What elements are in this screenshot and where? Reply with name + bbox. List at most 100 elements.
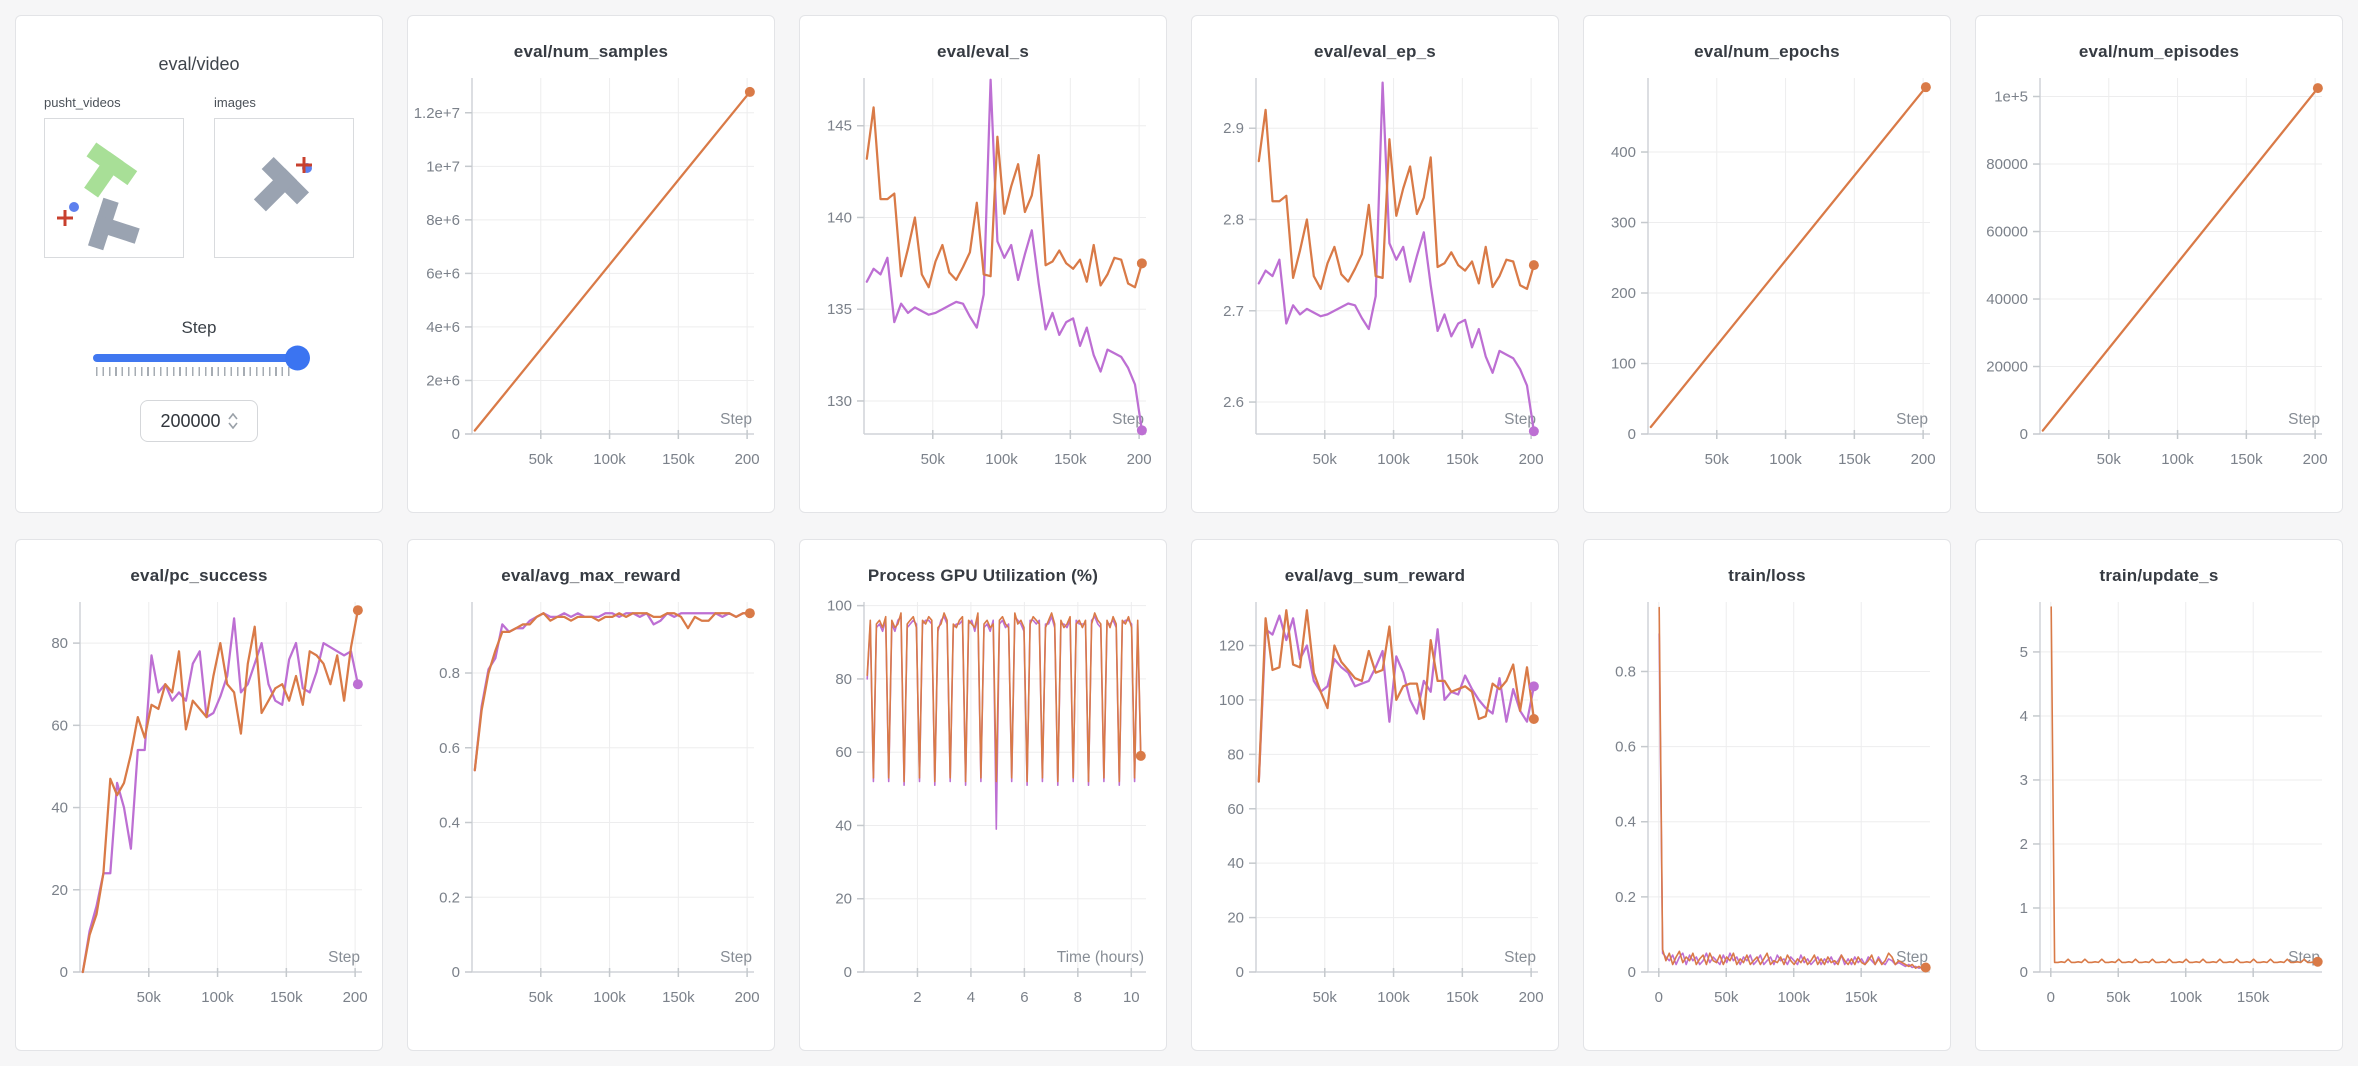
svg-text:40: 40 <box>1227 855 1244 872</box>
svg-text:100k: 100k <box>593 451 626 468</box>
stepper-up-icon[interactable] <box>227 413 238 420</box>
step-slider[interactable] <box>93 345 310 376</box>
svg-text:150k: 150k <box>270 989 303 1006</box>
svg-text:100: 100 <box>1611 356 1636 373</box>
svg-text:100k: 100k <box>2169 989 2202 1006</box>
chart-canvas-process-gpu-utilization[interactable]: 0 20 40 60 80 100 2 4 6 8 10 Time (hours) <box>800 590 1166 1028</box>
svg-text:0: 0 <box>844 964 852 981</box>
svg-text:0.2: 0.2 <box>1615 889 1636 906</box>
panel-title: eval/video <box>158 54 240 74</box>
svg-text:2.6: 2.6 <box>1223 394 1244 411</box>
chart-canvas-eval-num-episodes[interactable]: 0 20000 40000 60000 80000 1e+5 50k 100k 150k 200 S… <box>1976 66 2342 490</box>
svg-text:20: 20 <box>1227 910 1244 927</box>
svg-text:0: 0 <box>2047 989 2055 1006</box>
chart-canvas-eval-avg-sum-reward[interactable]: 0 20 40 60 80 100 120 50k 100k 150k 200 Step <box>1192 590 1558 1028</box>
chart-panel-eval-num-epochs[interactable]: eval/num_epochs 0 100 200 300 400 50k 100k 150k 2… <box>1583 15 1951 513</box>
chart-title: eval/num_samples <box>513 42 669 61</box>
svg-text:100k: 100k <box>985 451 1018 468</box>
chart-panel-eval-avg-max-reward[interactable]: eval/avg_max_reward 0 0.2 0.4 0.6 0.8 50k 100k 1… <box>407 539 775 1051</box>
svg-text:2: 2 <box>2020 836 2028 853</box>
svg-text:120: 120 <box>1219 638 1244 655</box>
svg-text:100: 100 <box>827 598 852 615</box>
step-slider-track[interactable] <box>93 345 310 371</box>
svg-text:1e+7: 1e+7 <box>426 158 460 175</box>
svg-text:0: 0 <box>1655 989 1663 1006</box>
svg-text:200: 200 <box>1519 451 1544 468</box>
stepper[interactable] <box>227 413 238 429</box>
step-value-input[interactable]: 200000 <box>140 400 258 442</box>
svg-text:6: 6 <box>1020 989 1028 1006</box>
svg-text:Step: Step <box>1504 411 1536 428</box>
step-value: 200000 <box>160 410 221 431</box>
chart-panel-eval-num-episodes[interactable]: eval/num_episodes 0 20000 40000 60000 80000 1e… <box>1975 15 2343 513</box>
svg-text:0.6: 0.6 <box>439 740 460 757</box>
svg-text:40000: 40000 <box>1986 291 2028 308</box>
svg-text:200: 200 <box>1611 285 1636 302</box>
svg-text:150k: 150k <box>2230 451 2263 468</box>
chart-panel-eval-eval-s[interactable]: eval/eval_s 130 135 140 145 50k 100k 150k 200 Ste… <box>799 15 1167 513</box>
svg-text:150k: 150k <box>1054 451 1087 468</box>
svg-text:145: 145 <box>827 118 852 135</box>
svg-text:Step: Step <box>328 949 360 966</box>
svg-text:50k: 50k <box>921 451 946 468</box>
svg-text:2e+6: 2e+6 <box>426 372 460 389</box>
svg-text:50k: 50k <box>2106 989 2131 1006</box>
chart-panel-eval-pc-success[interactable]: eval/pc_success 0 20 40 60 80 50k 100k 150k 200 St… <box>15 539 383 1051</box>
chart-title: eval/pc_success <box>130 566 268 585</box>
svg-text:50k: 50k <box>137 989 162 1006</box>
svg-text:60: 60 <box>51 717 68 734</box>
chart-panel-eval-avg-sum-reward[interactable]: eval/avg_sum_reward 0 20 40 60 80 100 120 50k 100… <box>1191 539 1559 1051</box>
svg-text:200: 200 <box>1127 451 1152 468</box>
media-thumbnails: pusht_videos <box>16 95 382 258</box>
svg-text:10: 10 <box>1123 989 1140 1006</box>
svg-text:150k: 150k <box>662 451 695 468</box>
svg-text:6e+6: 6e+6 <box>426 265 460 282</box>
chart-title: eval/eval_ep_s <box>1314 42 1436 61</box>
svg-text:200: 200 <box>2303 451 2328 468</box>
svg-text:Step: Step <box>1112 411 1144 428</box>
svg-text:0: 0 <box>452 964 460 981</box>
chart-title: eval/eval_s <box>936 42 1029 61</box>
step-slider-label: Step <box>181 318 217 337</box>
chart-panel-process-gpu-utilization[interactable]: Process GPU Utilization (%) 0 20 40 60 80 100 2… <box>799 539 1167 1051</box>
chart-panel-eval-eval-ep-s[interactable]: eval/eval_ep_s 2.6 2.7 2.8 2.9 50k 100k 150k 200… <box>1191 15 1559 513</box>
chart-title: train/loss <box>1728 566 1806 585</box>
chart-canvas-eval-num-epochs[interactable]: 0 100 200 300 400 50k 100k 150k 200 Step <box>1584 66 1950 490</box>
svg-text:0.4: 0.4 <box>439 815 460 832</box>
video-thumbnail-pusht[interactable] <box>44 118 184 258</box>
svg-text:400: 400 <box>1611 144 1636 161</box>
chart-canvas-eval-eval-ep-s[interactable]: 2.6 2.7 2.8 2.9 50k 100k 150k 200 Step <box>1192 66 1558 490</box>
svg-text:150k: 150k <box>1838 451 1871 468</box>
chart-canvas-eval-avg-max-reward[interactable]: 0 0.2 0.4 0.6 0.8 50k 100k 150k 200 Step <box>408 590 774 1028</box>
svg-text:0: 0 <box>1236 964 1244 981</box>
svg-text:300: 300 <box>1611 215 1636 232</box>
video-thumbnail-images[interactable] <box>214 118 354 258</box>
svg-text:150k: 150k <box>1446 989 1479 1006</box>
chart-canvas-eval-pc-success[interactable]: 0 20 40 60 80 50k 100k 150k 200 Step <box>16 590 382 1028</box>
chart-canvas-eval-eval-s[interactable]: 130 135 140 145 50k 100k 150k 200 Step <box>800 66 1166 490</box>
svg-text:130: 130 <box>827 393 852 410</box>
chart-canvas-train-loss[interactable]: 0 0.2 0.4 0.6 0.8 0 50k 100k 150k Step <box>1584 590 1950 1028</box>
svg-text:0.8: 0.8 <box>1615 663 1636 680</box>
thumbnail-label: pusht_videos <box>44 95 121 110</box>
media-panel-eval-video[interactable]: eval/video pusht_videos <box>15 15 383 513</box>
svg-text:200: 200 <box>735 451 760 468</box>
step-slider-thumb[interactable] <box>285 345 310 371</box>
chart-canvas-eval-num-samples[interactable]: 0 2e+6 4e+6 6e+6 8e+6 1e+7 1.2e+7 50k 100k 150k 20… <box>408 66 774 490</box>
chart-title: train/update_s <box>2099 566 2219 585</box>
svg-text:50k: 50k <box>529 451 554 468</box>
svg-text:60000: 60000 <box>1986 224 2028 241</box>
svg-text:20: 20 <box>835 891 852 908</box>
svg-text:3: 3 <box>2020 772 2028 789</box>
stepper-down-icon[interactable] <box>227 422 238 429</box>
svg-text:60: 60 <box>835 744 852 761</box>
svg-text:100k: 100k <box>2161 451 2194 468</box>
chart-panel-train-loss[interactable]: train/loss 0 0.2 0.4 0.6 0.8 0 50k 100k 150k Step <box>1583 539 1951 1051</box>
svg-text:8e+6: 8e+6 <box>426 212 460 229</box>
svg-text:0.6: 0.6 <box>1615 739 1636 756</box>
chart-panel-eval-num-samples[interactable]: eval/num_samples 0 2e+6 4e+6 6e+6 8e+6 1e+7 1.2… <box>407 15 775 513</box>
chart-panel-train-update-s[interactable]: train/update_s 0 1 2 3 4 5 0 50k 100k 150k Step <box>1975 539 2343 1051</box>
svg-text:Step: Step <box>2288 411 2320 428</box>
